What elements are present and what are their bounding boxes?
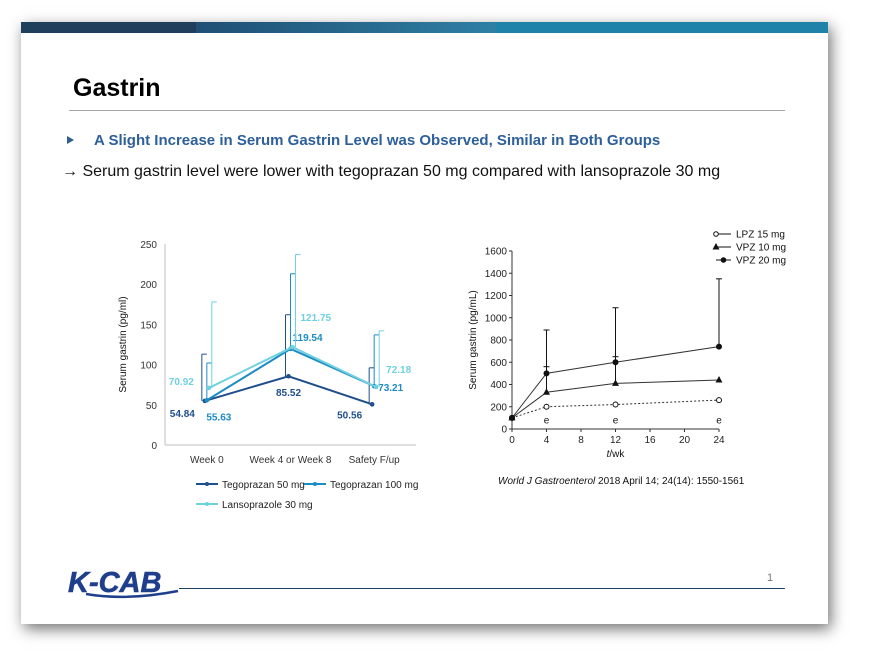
y-tick-label: 100 — [140, 361, 157, 372]
x-tick-label: Safety F/up — [349, 455, 401, 466]
data-point — [286, 373, 291, 379]
data-point — [543, 388, 550, 395]
chart-lpz-vpz: 0 200 400 600 800 1000 1200 1400 1600 0 4 8 12 16 20 24… — [468, 230, 786, 461]
x-tick-label: 4 — [544, 435, 550, 446]
x-tick-label: 0 — [509, 435, 515, 446]
x-axis-label: t/wk — [607, 449, 626, 460]
annotation-e: e — [716, 415, 722, 426]
data-point — [204, 397, 210, 403]
legend-marker — [205, 502, 209, 506]
data-label: 55.63 — [206, 412, 231, 423]
data-label: 54.84 — [170, 409, 195, 420]
data-point — [290, 344, 295, 350]
series-line — [208, 346, 377, 389]
legend-label: Tegoprazan 100 mg — [330, 480, 418, 491]
legend-marker — [313, 482, 317, 486]
y-tick-label: 1200 — [485, 291, 508, 302]
data-point — [206, 385, 212, 391]
y-tick-label: 0 — [501, 425, 507, 436]
x-tick-label: 16 — [644, 435, 656, 446]
y-tick-label: 1600 — [485, 247, 508, 258]
y-tick-label: 800 — [490, 336, 507, 347]
data-label: 72.18 — [386, 365, 411, 376]
data-point — [369, 402, 375, 407]
citation-details: 2018 April 14; 24(14): 1550-1561 — [598, 476, 745, 487]
y-tick-label: 200 — [140, 280, 157, 291]
legend-label: VPZ 20 mg — [736, 256, 786, 267]
data-point — [716, 397, 722, 404]
bullet-text: A Slight Increase in Serum Gastrin Level… — [94, 132, 661, 149]
legend-marker — [713, 231, 719, 237]
slide: Gastrin A Slight Increase in Serum Gastr… — [21, 22, 828, 624]
y-tick-label: 400 — [490, 380, 507, 391]
x-tick-label: 20 — [679, 435, 691, 446]
legend-marker — [205, 482, 209, 486]
series-line — [511, 379, 720, 419]
legend-marker — [720, 257, 727, 263]
y-tick-label: 1000 — [485, 313, 508, 324]
conclusion-text: → Serum gastrin level were lower with te… — [62, 163, 721, 180]
data-point — [543, 403, 550, 410]
footer-divider — [179, 588, 785, 589]
data-label: 121.75 — [301, 313, 332, 324]
data-point — [509, 414, 515, 421]
data-label: 85.52 — [276, 388, 301, 399]
y-axis-label: Serum gastrin (pg/mL) — [468, 290, 479, 389]
data-point — [715, 376, 723, 383]
legend-label: LPZ 15 mg — [736, 230, 785, 241]
citation-journal: World J Gastroenterol — [498, 476, 596, 487]
x-tick-label: 24 — [713, 435, 725, 446]
x-tick-label: Week 4 or Week 8 — [250, 455, 332, 466]
data-point — [612, 401, 619, 408]
data-point — [716, 343, 722, 350]
y-tick-label: 50 — [146, 401, 158, 412]
y-tick-label: 600 — [490, 358, 507, 369]
data-label: 73.21 — [378, 383, 403, 394]
top-accent-bar — [21, 22, 828, 33]
legend-label: Lansoprazole 30 mg — [222, 500, 313, 511]
logo-text: K-CAB — [68, 567, 161, 599]
legend-marker — [712, 243, 720, 250]
series-line — [511, 399, 720, 419]
data-point — [612, 379, 619, 386]
data-point — [543, 370, 550, 377]
y-tick-label: 150 — [140, 320, 157, 331]
x-tick-label: 12 — [610, 435, 622, 446]
x-tick-label: 8 — [578, 435, 584, 446]
y-axis-label: Serum gastrin (pg/ml) — [118, 296, 129, 392]
data-label: 70.92 — [169, 377, 194, 388]
y-tick-label: 250 — [140, 240, 157, 251]
y-tick-label: 0 — [151, 441, 157, 452]
page-number: 1 — [767, 572, 774, 584]
title-divider — [69, 110, 785, 111]
chart-tegoprazan-lansoprazole: 0 50 100 150 200 250 Week 0 Week 4 or Week 8 Saf… — [118, 240, 418, 511]
x-tick-label: Week 0 — [190, 455, 224, 466]
y-tick-label: 200 — [490, 402, 507, 413]
legend-label: VPZ 10 mg — [736, 243, 786, 254]
bullet-triangle-icon — [67, 136, 74, 144]
data-label: 119.54 — [293, 333, 323, 344]
citation: World J Gastroenterol 2018 April 14; 24(… — [498, 476, 744, 487]
slide-title: Gastrin — [73, 74, 161, 102]
data-point — [612, 359, 619, 366]
data-label: 50.56 — [337, 410, 362, 421]
annotation-e: e — [613, 415, 619, 426]
y-tick-label: 1400 — [485, 269, 508, 280]
annotation-e: e — [544, 415, 550, 426]
series-line — [511, 346, 720, 419]
data-point — [373, 384, 379, 390]
kcab-logo: K-CAB — [68, 567, 179, 599]
legend-label: Tegoprazan 50 mg — [222, 480, 305, 491]
